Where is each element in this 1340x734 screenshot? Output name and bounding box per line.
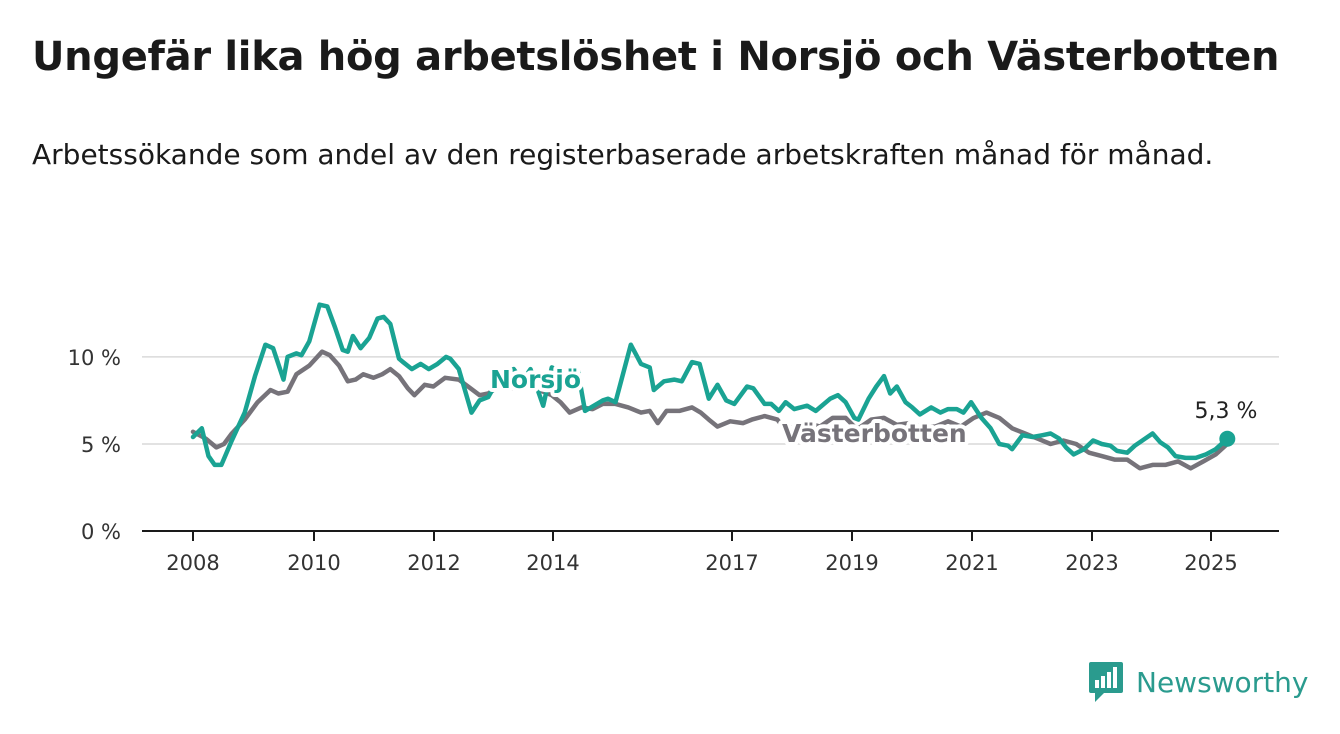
end-point-marker <box>1219 430 1236 447</box>
y-tick-label: 10 % <box>68 346 121 370</box>
y-tick-label: 0 % <box>81 520 121 544</box>
axes: 0 % 5 % 10 % 2008 2010 2012 2014 2017 2019 2021 20… <box>68 346 1279 575</box>
chart-title: Ungefär lika hög arbetslöshet i Norsjö o… <box>32 34 1280 80</box>
x-tick-label: 2017 <box>705 551 758 575</box>
y-tick-label: 5 % <box>81 433 121 457</box>
chart-subtitle: Arbetssökande som andel av den registerb… <box>32 138 1214 171</box>
end-value-label: 5,3 % <box>1195 399 1258 424</box>
x-tick-label: 2008 <box>166 551 219 575</box>
x-tick-label: 2023 <box>1065 551 1118 575</box>
series-label-norsjo: Norsjö <box>490 365 581 394</box>
x-tick-label: 2025 <box>1184 551 1237 575</box>
x-tick-label: 2019 <box>825 551 878 575</box>
series-labels: Norsjö Västerbotten 5,3 % <box>486 361 1258 452</box>
gridlines <box>142 356 1279 445</box>
x-tick-label: 2021 <box>945 551 998 575</box>
x-tick-label: 2010 <box>287 551 340 575</box>
series-label-vasterbotten: Västerbotten <box>782 419 967 448</box>
series-line-norsjo <box>190 302 1230 468</box>
newsworthy-logo-icon <box>1089 662 1123 702</box>
x-tick-label: 2014 <box>526 551 579 575</box>
series-lines <box>190 302 1236 471</box>
x-tick-label: 2012 <box>407 551 460 575</box>
line-chart: 0 % 5 % 10 % 2008 2010 2012 2014 2017 2019 2021 20… <box>68 302 1279 575</box>
brand-logo: Newsworthy <box>1088 660 1309 704</box>
brand-name: Newsworthy <box>1136 665 1309 699</box>
